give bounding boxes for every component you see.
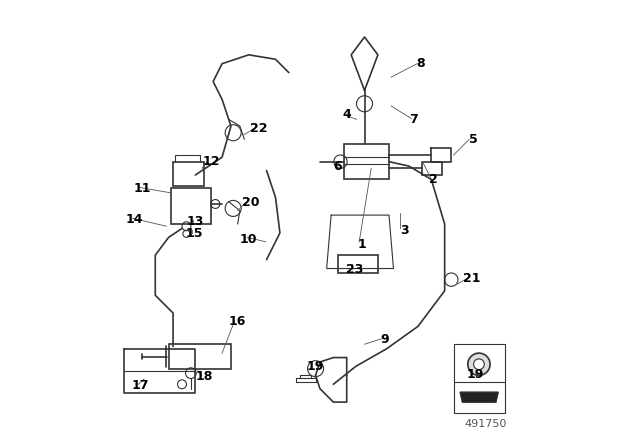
Text: 20: 20 (242, 196, 259, 209)
Text: 23: 23 (346, 263, 364, 276)
Text: 11: 11 (133, 182, 150, 195)
Text: 15: 15 (186, 227, 203, 240)
Polygon shape (460, 392, 498, 402)
Circle shape (468, 353, 490, 375)
Text: 13: 13 (187, 215, 204, 228)
Text: 22: 22 (250, 122, 268, 135)
Text: 6: 6 (333, 159, 342, 172)
Text: 19: 19 (307, 360, 324, 373)
Text: 14: 14 (125, 213, 143, 226)
Bar (338, 255, 378, 273)
Text: 21: 21 (463, 272, 480, 285)
Text: 3: 3 (400, 224, 409, 237)
Text: 12: 12 (202, 155, 220, 168)
Circle shape (474, 359, 484, 370)
Bar (344, 144, 389, 180)
Text: 7: 7 (409, 113, 418, 126)
Text: 17: 17 (132, 379, 149, 392)
Bar (173, 162, 204, 186)
Bar (454, 344, 505, 413)
Text: 2: 2 (429, 173, 438, 186)
Text: 491750: 491750 (465, 419, 507, 429)
Bar (422, 162, 442, 175)
Text: 9: 9 (380, 333, 389, 346)
Text: 19: 19 (467, 368, 484, 381)
Text: 4: 4 (342, 108, 351, 121)
Text: 1: 1 (358, 237, 367, 250)
Text: 16: 16 (229, 315, 246, 328)
Text: 10: 10 (240, 233, 257, 246)
Text: 18: 18 (196, 370, 213, 383)
Text: 8: 8 (416, 57, 424, 70)
Text: 5: 5 (469, 133, 478, 146)
Bar (171, 188, 211, 224)
Bar (168, 344, 231, 369)
